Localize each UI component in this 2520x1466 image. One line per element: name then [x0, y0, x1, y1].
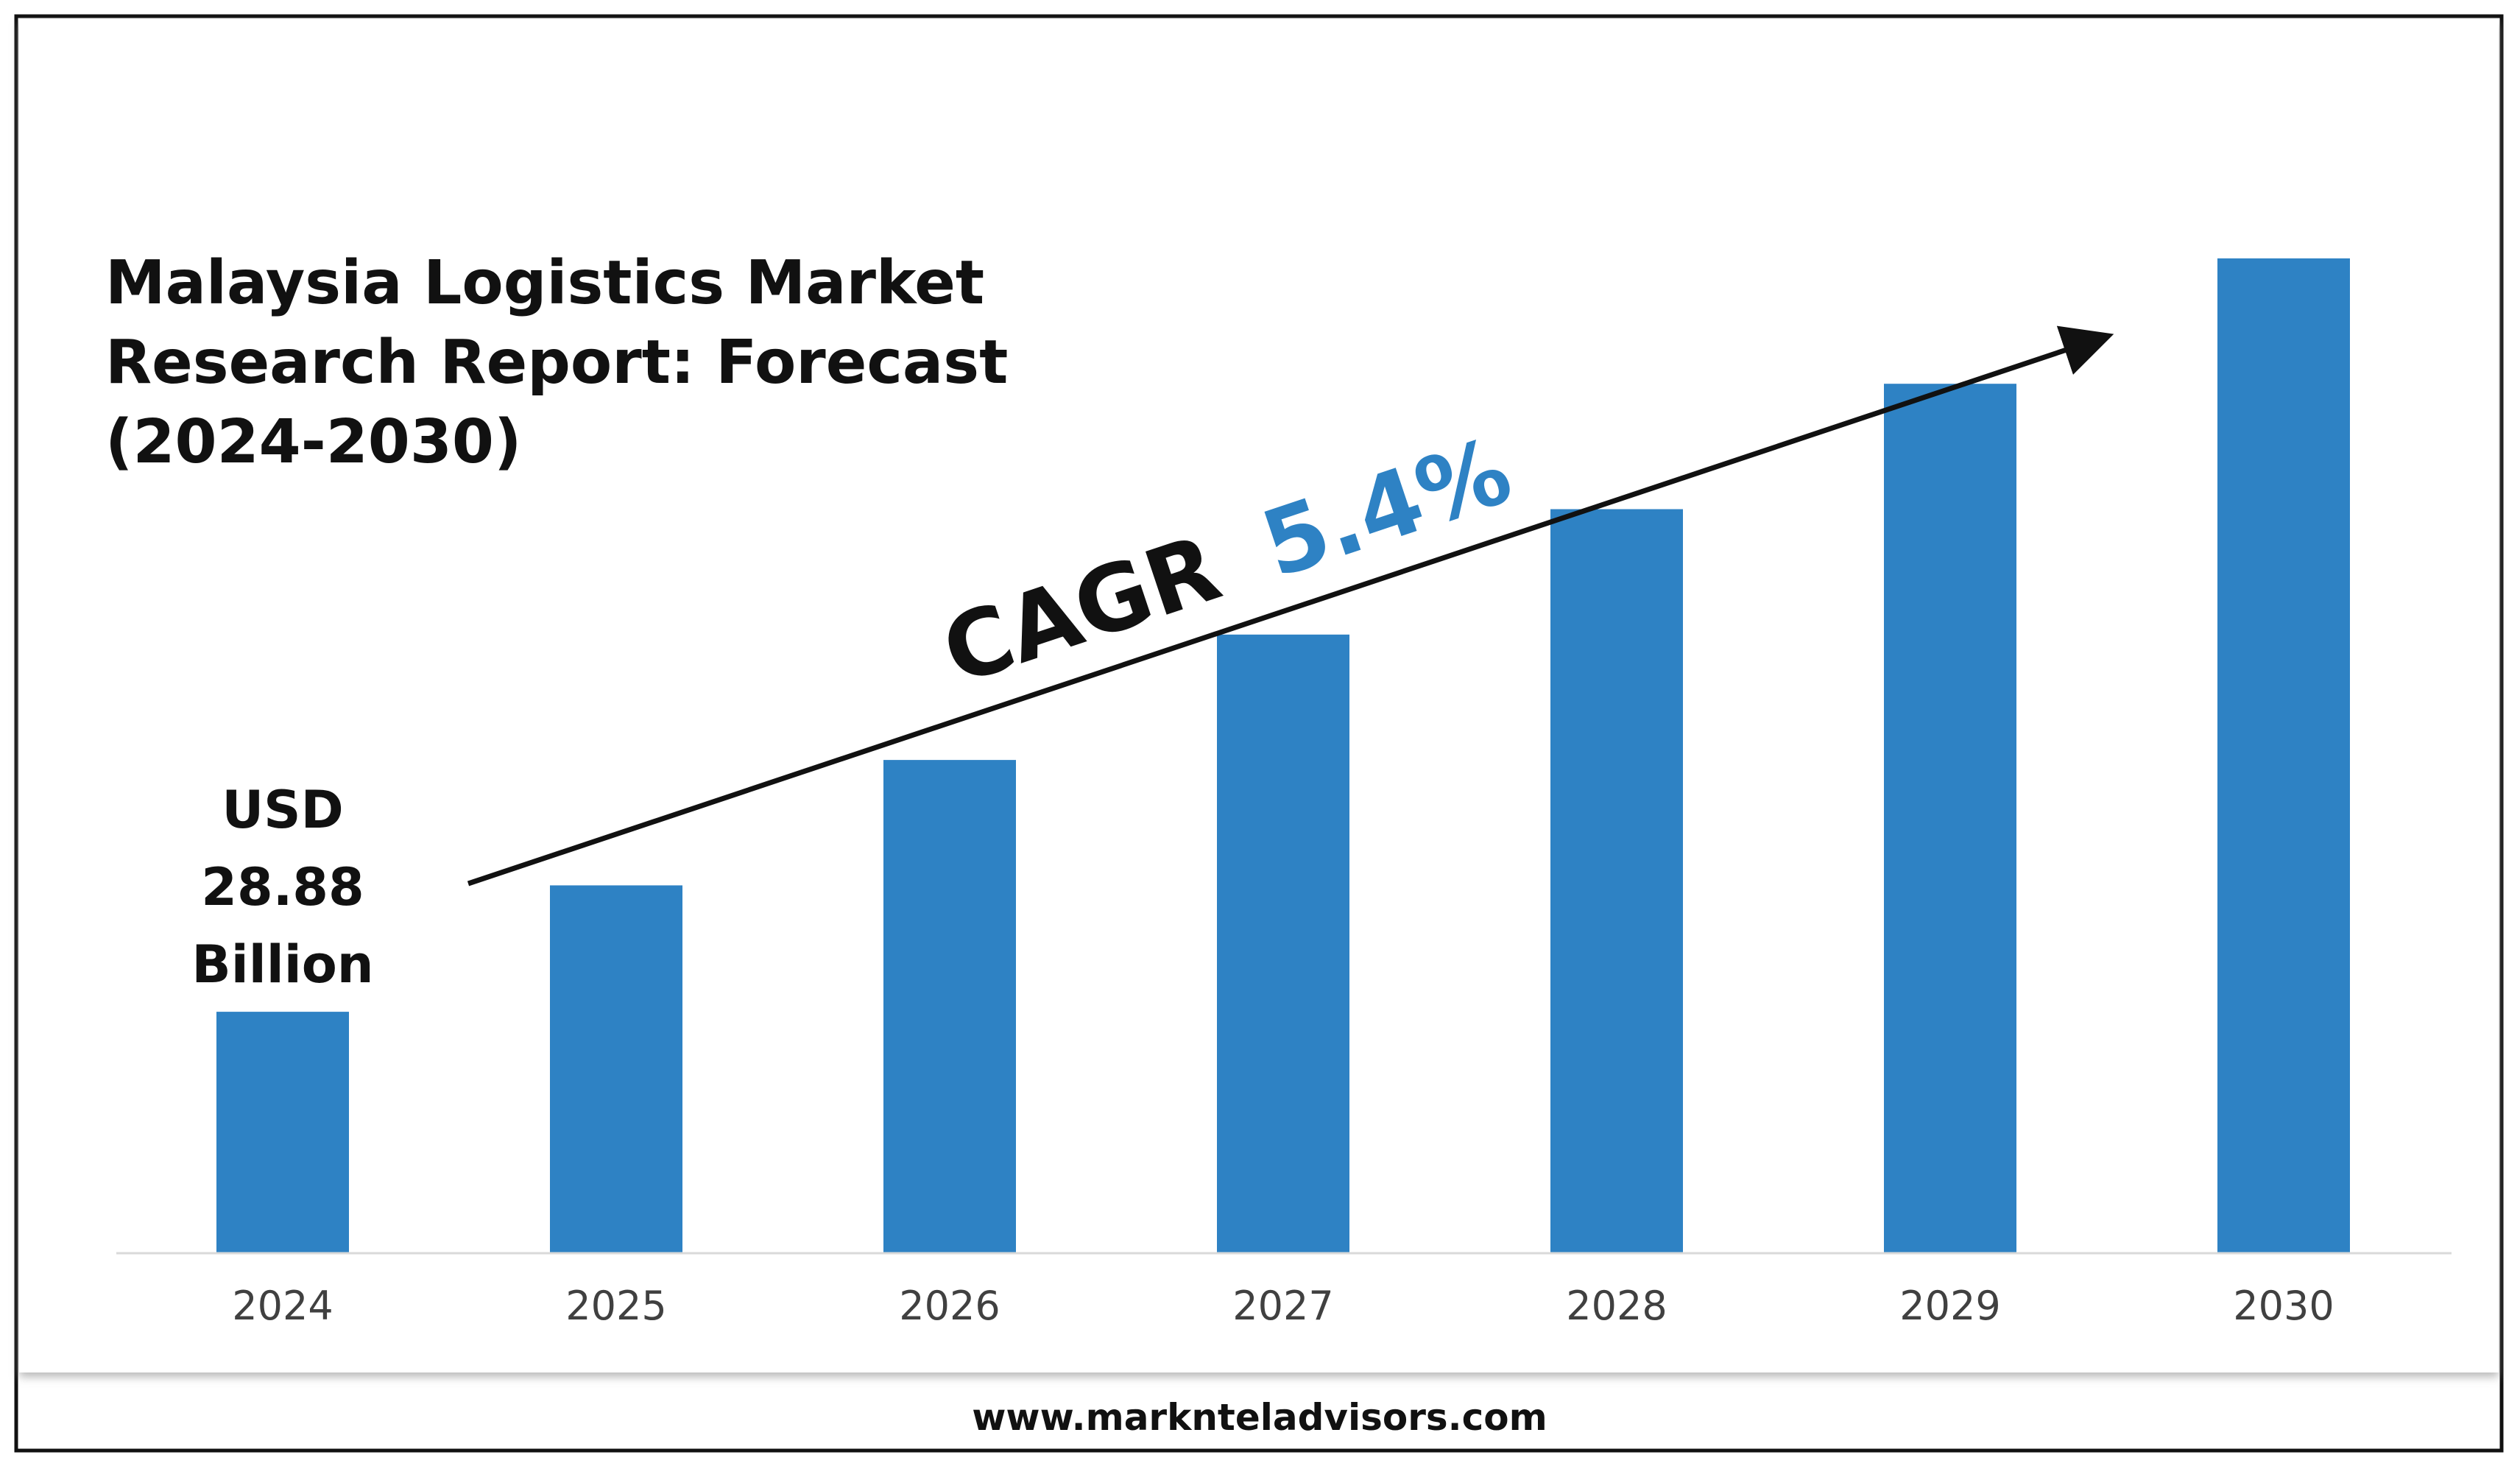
title-line-3: (2024-2030): [105, 407, 521, 477]
outer-border: [14, 14, 2504, 1453]
bar-2024: [216, 1012, 349, 1253]
bar-2030: [2217, 258, 2350, 1253]
tick-label-2030: 2030: [2233, 1283, 2334, 1329]
value-label-line-1: USD: [222, 780, 343, 840]
bar-series: [216, 258, 2350, 1254]
value-label-line-2: 28.88: [201, 857, 364, 917]
value-label-line-3: Billion: [191, 934, 373, 995]
bar-2027: [1217, 634, 1349, 1253]
title-line-2: Research Report: Forecast: [105, 328, 1008, 398]
tick-label-2028: 2028: [1566, 1283, 1667, 1329]
tick-label-2024: 2024: [232, 1283, 333, 1329]
footer-website[interactable]: www.marknteladvisors.com: [972, 1396, 1547, 1439]
chart-title: Malaysia Logistics Market Research Repor…: [105, 248, 1008, 477]
title-line-1: Malaysia Logistics Market: [105, 248, 984, 318]
first-bar-value-label: USD 28.88 Billion: [191, 780, 373, 995]
tick-label-2025: 2025: [565, 1283, 666, 1329]
tick-label-2026: 2026: [899, 1283, 1000, 1329]
bar-2026: [883, 760, 1016, 1253]
tick-label-2027: 2027: [1232, 1283, 1333, 1329]
bar-2025: [550, 885, 682, 1253]
cagr-arrow: [467, 325, 2114, 887]
x-axis-tick-labels: 2024 2025 2026 2027 2028 2029 2030: [232, 1283, 2334, 1329]
bar-2029: [1884, 384, 2016, 1254]
tick-label-2029: 2029: [1899, 1283, 2000, 1329]
bar-2028: [1550, 509, 1683, 1253]
